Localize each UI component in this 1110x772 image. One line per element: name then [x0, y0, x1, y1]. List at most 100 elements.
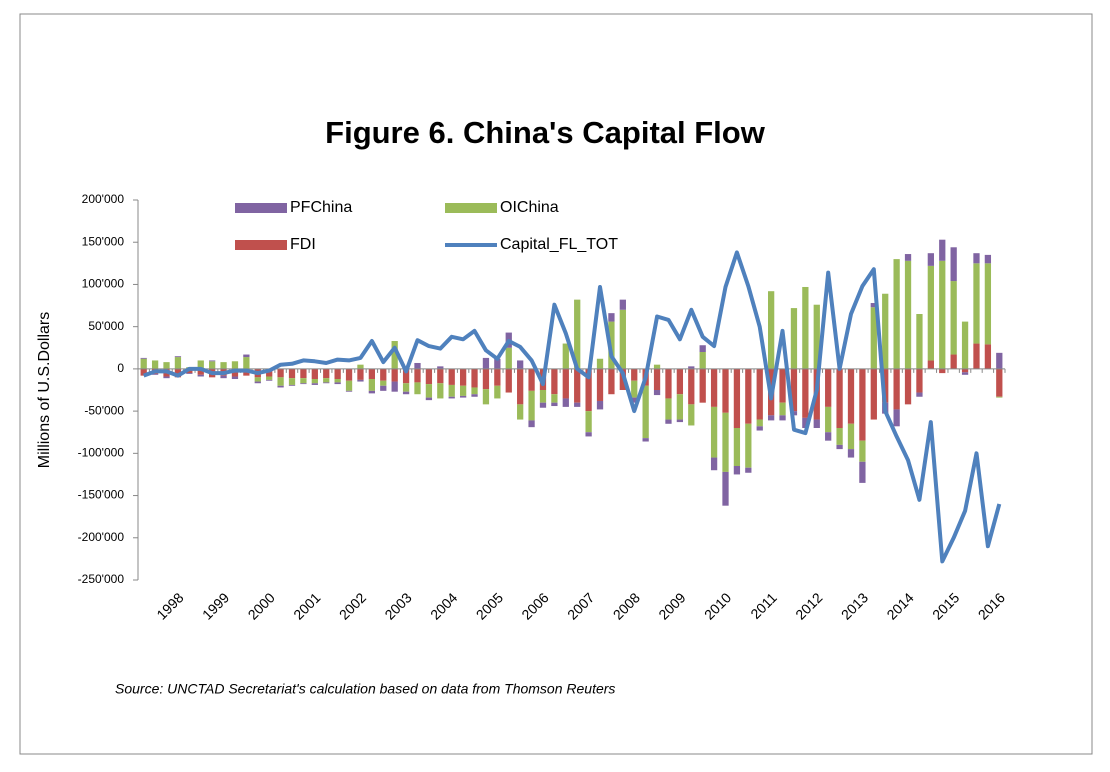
legend-label: Capital_FL_TOT	[500, 236, 618, 253]
bar	[163, 376, 170, 379]
bar	[642, 385, 649, 439]
y-tick-label: -150'000	[78, 488, 125, 502]
bar	[642, 438, 649, 442]
bar	[631, 397, 638, 403]
bar	[380, 385, 387, 391]
bar	[665, 368, 672, 399]
bar	[710, 457, 718, 471]
bar	[437, 368, 444, 384]
bar	[836, 428, 843, 445]
bar	[676, 368, 684, 395]
bar	[266, 368, 273, 377]
bar	[927, 253, 934, 266]
bar	[505, 368, 512, 393]
bar	[859, 368, 866, 441]
bar	[768, 291, 775, 369]
bar	[220, 375, 227, 379]
bar	[482, 368, 490, 390]
bar	[288, 384, 296, 386]
bar	[722, 412, 729, 472]
bar	[961, 321, 969, 369]
bar	[893, 368, 900, 410]
bar	[950, 247, 957, 282]
bar	[368, 390, 375, 394]
bar	[539, 402, 547, 408]
bar	[425, 384, 433, 398]
bar	[893, 259, 900, 369]
bar	[517, 368, 524, 405]
bar	[551, 394, 558, 403]
bar	[174, 357, 182, 369]
bar	[676, 394, 684, 420]
bar	[916, 392, 923, 397]
bar	[551, 368, 558, 395]
bar	[665, 419, 672, 424]
bar	[311, 368, 318, 380]
bar	[174, 368, 182, 378]
bar	[151, 373, 159, 375]
bar	[140, 368, 147, 376]
bar	[756, 426, 763, 431]
bar	[733, 466, 741, 475]
bar	[996, 368, 1003, 397]
bar	[186, 373, 193, 374]
bar	[825, 368, 832, 407]
bar	[859, 440, 866, 462]
bar	[277, 368, 284, 378]
bar	[174, 356, 182, 358]
bar	[973, 263, 980, 344]
bar	[688, 404, 695, 426]
bar	[836, 444, 843, 450]
bar	[231, 368, 239, 377]
bar	[391, 381, 398, 392]
bar	[311, 379, 318, 384]
bar	[300, 383, 307, 385]
bar	[505, 347, 512, 369]
bar	[847, 423, 855, 450]
bar	[414, 368, 421, 383]
bar	[882, 368, 889, 403]
bar	[825, 406, 832, 433]
bar	[197, 360, 204, 369]
bar	[950, 281, 957, 355]
bar	[357, 379, 364, 382]
bar	[870, 307, 877, 369]
bar	[653, 364, 661, 369]
bar	[448, 368, 455, 385]
bar	[151, 360, 159, 369]
bar	[243, 357, 250, 369]
bar	[448, 384, 455, 397]
bar	[882, 293, 889, 369]
bar	[790, 308, 798, 369]
bar	[699, 368, 706, 403]
bar	[562, 368, 569, 399]
bar	[574, 402, 581, 407]
bar	[140, 358, 147, 369]
bar	[494, 368, 501, 386]
bar	[345, 368, 353, 381]
bar	[368, 379, 375, 391]
bar	[904, 254, 912, 261]
bar	[665, 398, 672, 420]
bar	[323, 378, 330, 383]
bar	[688, 368, 695, 405]
y-tick-label: 0	[117, 361, 124, 375]
bar	[961, 372, 969, 375]
bar	[345, 380, 353, 391]
bar	[813, 419, 820, 428]
bar	[517, 404, 524, 420]
bar	[494, 358, 501, 369]
bar	[847, 449, 855, 458]
bar	[528, 420, 535, 428]
bar	[939, 260, 946, 369]
bar	[756, 419, 763, 427]
bar	[927, 265, 934, 361]
bar	[517, 360, 524, 369]
bar	[745, 423, 752, 468]
bar	[254, 377, 261, 382]
bar	[482, 389, 490, 405]
bar	[904, 368, 912, 405]
bar	[288, 368, 296, 379]
legend-label: FDI	[290, 236, 316, 253]
bar	[562, 398, 569, 407]
